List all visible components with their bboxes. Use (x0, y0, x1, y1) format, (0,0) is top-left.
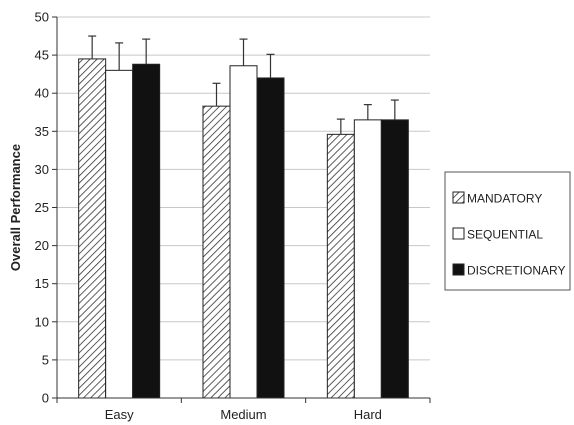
bar-discretionary-easy (132, 63, 161, 399)
legend-box (444, 171, 571, 291)
bar-mandatory-hard (326, 133, 355, 399)
x-tick-label: Hard (354, 407, 382, 422)
x-tick-label: Medium (220, 407, 266, 422)
legend-label-sequential: SEQUENTIAL (467, 228, 543, 242)
y-tick-label: 30 (35, 162, 49, 177)
y-tick-label: 20 (35, 238, 49, 253)
y-tick-label: 15 (35, 276, 49, 291)
bar-discretionary-hard (380, 119, 409, 399)
x-tick-label: Easy (105, 407, 134, 422)
legend-swatch-discretionary (452, 263, 465, 276)
y-tick-label: 0 (42, 391, 49, 406)
y-tick-label: 50 (35, 10, 49, 25)
bar-sequential-medium (229, 65, 258, 399)
bar-mandatory-medium (202, 105, 231, 399)
y-tick-label: 40 (35, 86, 49, 101)
legend-swatch-mandatory (452, 191, 465, 204)
axes: 0 5 10 15 20 25 30 35 40 45 50 Easy Medium Hard (35, 10, 431, 422)
y-tick-label: 5 (42, 352, 49, 367)
bar-sequential-easy (105, 69, 134, 399)
y-tick-label: 25 (35, 200, 49, 215)
y-axis-label: Overall Performance (8, 144, 23, 271)
legend-label-discretionary: DISCRETIONARY (467, 264, 565, 278)
y-tick-label: 35 (35, 124, 49, 139)
bar-sequential-hard (353, 119, 382, 399)
bar-discretionary-medium (256, 77, 285, 399)
legend-label-mandatory: MANDATORY (467, 192, 542, 206)
legend: MANDATORY SEQUENTIAL DISCRETIONARY (444, 171, 571, 291)
y-tick-label: 45 (35, 48, 49, 63)
y-tick-label: 10 (35, 314, 49, 329)
legend-swatch-sequential (452, 227, 465, 240)
bars-group (78, 35, 409, 399)
bar-mandatory-easy (78, 58, 107, 399)
